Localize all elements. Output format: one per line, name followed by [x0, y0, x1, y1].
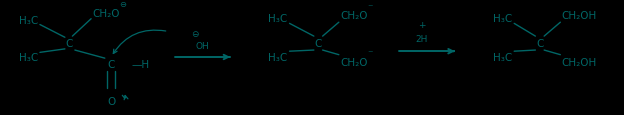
Text: —H: —H	[131, 59, 149, 69]
Text: H₃C: H₃C	[19, 16, 38, 26]
Text: ⁻: ⁻	[367, 3, 373, 13]
Text: OH: OH	[195, 42, 209, 50]
Text: 2H: 2H	[416, 35, 428, 44]
Text: H₃C: H₃C	[493, 13, 512, 23]
Text: C: C	[107, 59, 115, 69]
Text: H₃C: H₃C	[493, 53, 512, 62]
Text: +: +	[418, 21, 426, 30]
Text: O: O	[107, 96, 115, 106]
Text: H₃C: H₃C	[268, 13, 288, 23]
Text: ⊖: ⊖	[192, 30, 199, 39]
Text: C: C	[314, 39, 322, 49]
Text: CH₂O: CH₂O	[92, 9, 120, 19]
Text: CH₂OH: CH₂OH	[562, 11, 597, 21]
Text: C: C	[536, 39, 544, 49]
Text: CH₂O: CH₂O	[340, 11, 368, 21]
Text: H₃C: H₃C	[268, 53, 288, 62]
Text: CH₂O: CH₂O	[340, 57, 368, 67]
Text: CH₂OH: CH₂OH	[562, 57, 597, 67]
Text: ⊖: ⊖	[119, 0, 126, 9]
Text: C: C	[65, 39, 72, 49]
Text: ⁻: ⁻	[367, 49, 373, 59]
Text: H₃C: H₃C	[19, 53, 38, 62]
